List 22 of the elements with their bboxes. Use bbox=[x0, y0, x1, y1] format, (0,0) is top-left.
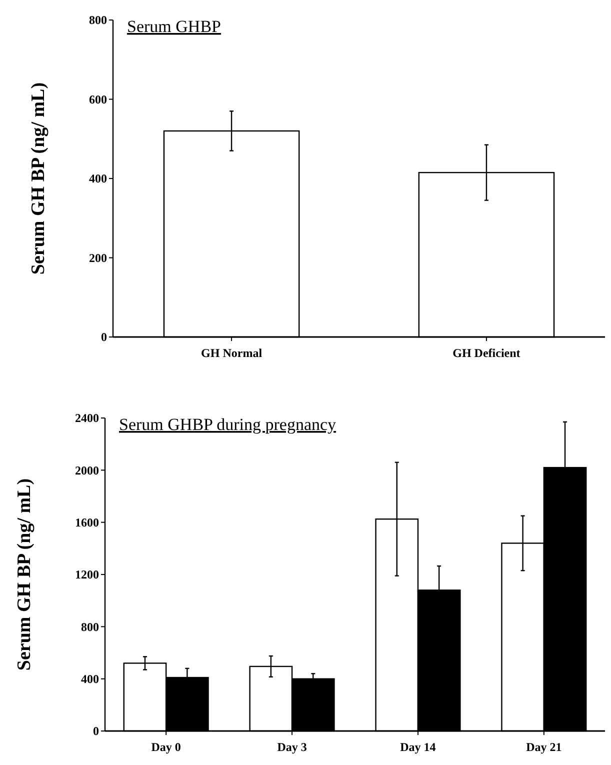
y-tick-label: 800 bbox=[81, 620, 99, 634]
y-tick-label: 0 bbox=[101, 330, 107, 344]
y-tick-label: 0 bbox=[93, 724, 99, 738]
y-tick-label: 400 bbox=[89, 172, 107, 186]
x-tick-label: Day 0 bbox=[151, 740, 181, 754]
y-tick-label: 400 bbox=[81, 672, 99, 686]
x-tick-label: Day 21 bbox=[526, 740, 562, 754]
y-tick-label: 1600 bbox=[75, 516, 99, 530]
y-tick-label: 200 bbox=[89, 250, 107, 265]
y-axis-title: Serum GH BP (ng/ mL) bbox=[28, 82, 49, 275]
x-tick-label: Day 3 bbox=[277, 740, 307, 754]
y-axis-title: Serum GH BP (ng/ mL) bbox=[14, 478, 35, 671]
y-tick-label: 800 bbox=[89, 13, 107, 28]
x-tick-label: GH Deficient bbox=[452, 346, 520, 360]
y-tick-label: 2000 bbox=[75, 463, 99, 478]
x-tick-label: Day 14 bbox=[400, 740, 436, 754]
y-tick-label: 600 bbox=[89, 92, 107, 106]
chart-title: Serum GHBP bbox=[127, 17, 221, 36]
y-tick-label: 2400 bbox=[75, 411, 99, 426]
y-tick-label: 1200 bbox=[75, 568, 99, 582]
x-tick-label: GH Normal bbox=[201, 346, 263, 360]
chart-title: Serum GHBP during pregnancy bbox=[119, 415, 337, 434]
